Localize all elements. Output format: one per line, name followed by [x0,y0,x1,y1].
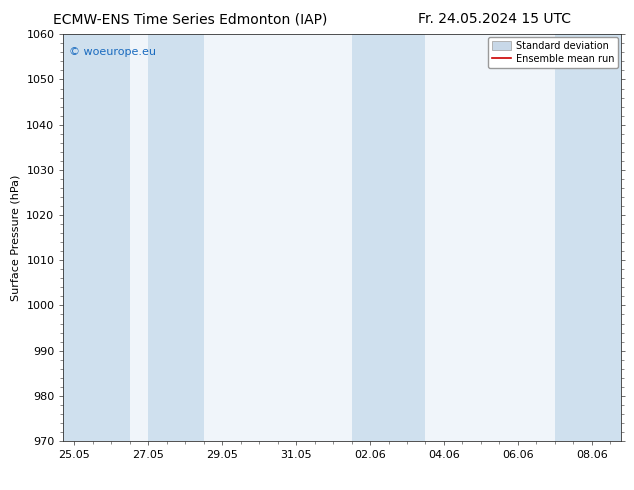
Bar [148,34,204,441]
Legend: Standard deviation, Ensemble mean run: Standard deviation, Ensemble mean run [488,37,618,68]
Y-axis label: Surface Pressure (hPa): Surface Pressure (hPa) [11,174,21,301]
Text: © woeurope.eu: © woeurope.eu [69,47,156,56]
Text: Fr. 24.05.2024 15 UTC: Fr. 24.05.2024 15 UTC [418,12,571,26]
Text: ECMW-ENS Time Series Edmonton (IAP): ECMW-ENS Time Series Edmonton (IAP) [53,12,327,26]
Bar [352,34,425,441]
Bar [555,34,621,441]
Bar [63,34,130,441]
